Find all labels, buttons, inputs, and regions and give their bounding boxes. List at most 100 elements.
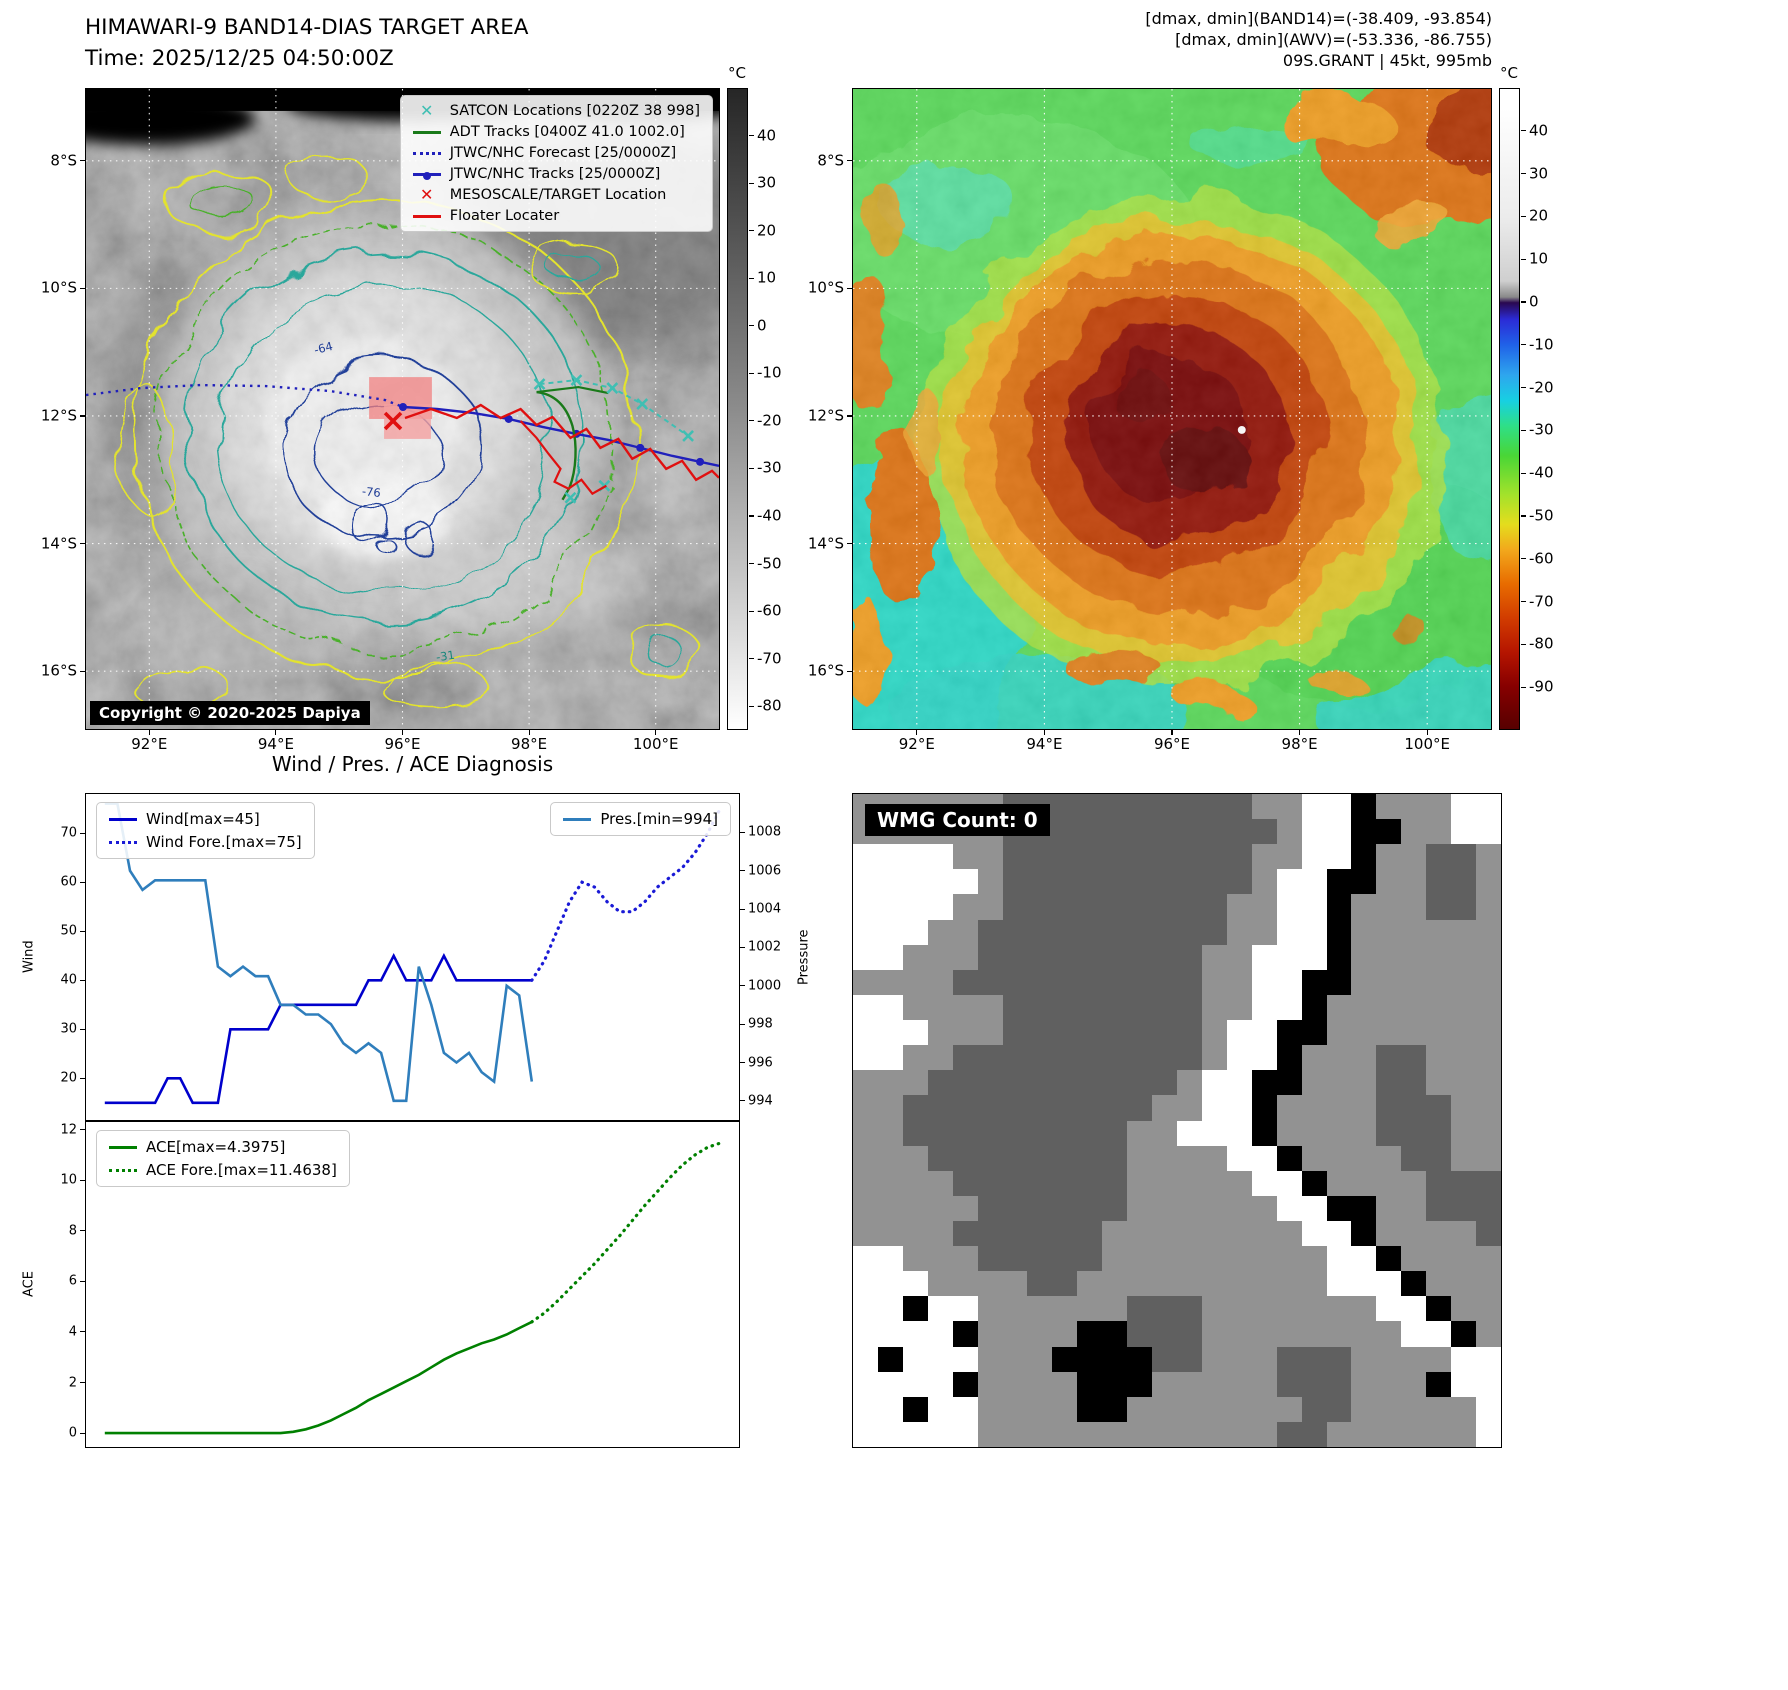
wmg-cell xyxy=(1276,794,1302,820)
wmg-cell xyxy=(1351,1145,1377,1171)
wmg-cell xyxy=(1426,1195,1452,1221)
lon-tick-label: 100°E xyxy=(1404,735,1450,753)
wmg-cell xyxy=(1002,944,1028,970)
wmg-cell xyxy=(1376,844,1402,870)
wmg-cell xyxy=(853,1371,878,1397)
wmg-cell xyxy=(1251,969,1277,995)
wmg-cell xyxy=(1226,1396,1252,1422)
wmg-cell xyxy=(1326,1371,1352,1397)
wmg-cell xyxy=(1451,869,1477,895)
wmg-cell xyxy=(1002,969,1028,995)
colorbar-tick-label: -50 xyxy=(757,554,782,573)
wmg-cell xyxy=(1426,794,1452,820)
wmg-cell xyxy=(1301,1271,1327,1297)
wmg-cell xyxy=(927,1045,953,1071)
wmg-cell xyxy=(1176,1396,1202,1422)
wmg-cell xyxy=(1251,1020,1277,1046)
lat-tick-label: 8°S xyxy=(50,151,77,170)
wmg-cell xyxy=(1176,1020,1202,1046)
tick-mark xyxy=(1521,344,1526,346)
wmg-cell xyxy=(1401,1045,1427,1071)
wmg-cell xyxy=(1176,819,1202,845)
wmg-cell xyxy=(1176,794,1202,820)
wmg-cell xyxy=(1102,1145,1128,1171)
wmg-cell xyxy=(1176,1170,1202,1196)
wmg-cell xyxy=(1301,1070,1327,1096)
wmg-cell xyxy=(1401,1421,1427,1447)
wmg-cell xyxy=(1351,969,1377,995)
wmg-cell xyxy=(1127,944,1153,970)
wmg-cell xyxy=(1127,1020,1153,1046)
wmg-cell xyxy=(1152,1095,1177,1121)
wmg-cell xyxy=(952,1220,978,1247)
wmg-cell xyxy=(902,894,928,920)
wmg-cell xyxy=(1102,794,1128,820)
wmg-cell xyxy=(1276,1346,1302,1372)
wmg-cell xyxy=(1351,1421,1377,1447)
tick-mark xyxy=(916,729,918,735)
wmg-cell xyxy=(853,1396,878,1422)
wmg-cell xyxy=(1351,1296,1377,1322)
x-marker-icon: ✕ xyxy=(420,185,434,204)
wmg-cell xyxy=(927,1321,953,1347)
tick-mark xyxy=(1521,558,1526,560)
tick-mark xyxy=(1521,130,1526,132)
wmg-cell xyxy=(1451,794,1477,820)
wmg-cell xyxy=(1226,1120,1252,1146)
wmg-cell xyxy=(877,944,903,970)
lon-tick-label: 94°E xyxy=(1026,735,1063,753)
wmg-cell xyxy=(977,844,1003,870)
wmg-cell xyxy=(877,1421,903,1447)
wmg-cell xyxy=(1326,1271,1352,1297)
wmg-cell xyxy=(1127,994,1153,1021)
wmg-cell xyxy=(1077,1220,1103,1247)
wmg-cell xyxy=(1351,919,1377,945)
wmg-cell xyxy=(1127,1396,1153,1422)
wmg-cell xyxy=(1451,1070,1477,1096)
wmg-cell xyxy=(1426,1246,1452,1272)
wmg-cell xyxy=(952,1145,978,1171)
wmg-cell xyxy=(853,1070,878,1096)
legend-label: SATCON Locations [0220Z 38 998] xyxy=(449,103,700,119)
tick-mark xyxy=(80,1280,86,1282)
wmg-cell xyxy=(1002,994,1028,1021)
wmg-cell xyxy=(1052,894,1078,920)
colorbar-tick-label: -40 xyxy=(757,506,782,525)
pressure-tick-label: 1000 xyxy=(748,978,782,994)
pressure-tick-label: 1002 xyxy=(748,939,782,955)
wmg-cell xyxy=(927,944,953,970)
wmg-cell xyxy=(1226,1321,1252,1347)
wmg-cell xyxy=(1102,1371,1128,1397)
tick-mark xyxy=(80,543,86,545)
wmg-cell xyxy=(1401,969,1427,995)
wmg-cell xyxy=(1201,919,1227,945)
wmg-cell xyxy=(877,1371,903,1397)
wmg-cell xyxy=(1326,944,1352,970)
tick-mark xyxy=(80,1381,86,1384)
wmg-cell xyxy=(1201,894,1227,920)
wmg-cell xyxy=(853,944,878,970)
wmg-cell xyxy=(1276,1195,1302,1221)
wmg-cell xyxy=(1276,1020,1302,1046)
ace-tick-label: 12 xyxy=(60,1122,77,1138)
wmg-cell xyxy=(1251,1371,1277,1397)
wmg-cell xyxy=(1301,1020,1327,1046)
wmg-cell xyxy=(1077,1170,1103,1196)
wmg-cell xyxy=(1002,1421,1028,1447)
wmg-cell xyxy=(1401,894,1427,920)
ace-tick-label: 2 xyxy=(68,1375,77,1390)
wmg-cell xyxy=(1077,1321,1103,1347)
tick-mark xyxy=(528,729,530,735)
wmg-cell xyxy=(853,919,878,945)
band14-map-panel: -64 -76 -31 ✕ SATCON Locations [0220Z 38 … xyxy=(41,88,720,752)
wmg-cell xyxy=(977,969,1003,995)
wmg-cell xyxy=(1052,969,1078,995)
wmg-cell xyxy=(1426,1120,1452,1146)
wmg-cell xyxy=(1351,1346,1377,1372)
wmg-cell xyxy=(1102,1246,1128,1272)
wmg-cell xyxy=(1201,1195,1227,1221)
wmg-cell xyxy=(1201,994,1227,1021)
line-with-dot-icon xyxy=(412,171,441,180)
wmg-cell xyxy=(1002,1321,1028,1347)
wmg-cell xyxy=(1152,919,1177,945)
